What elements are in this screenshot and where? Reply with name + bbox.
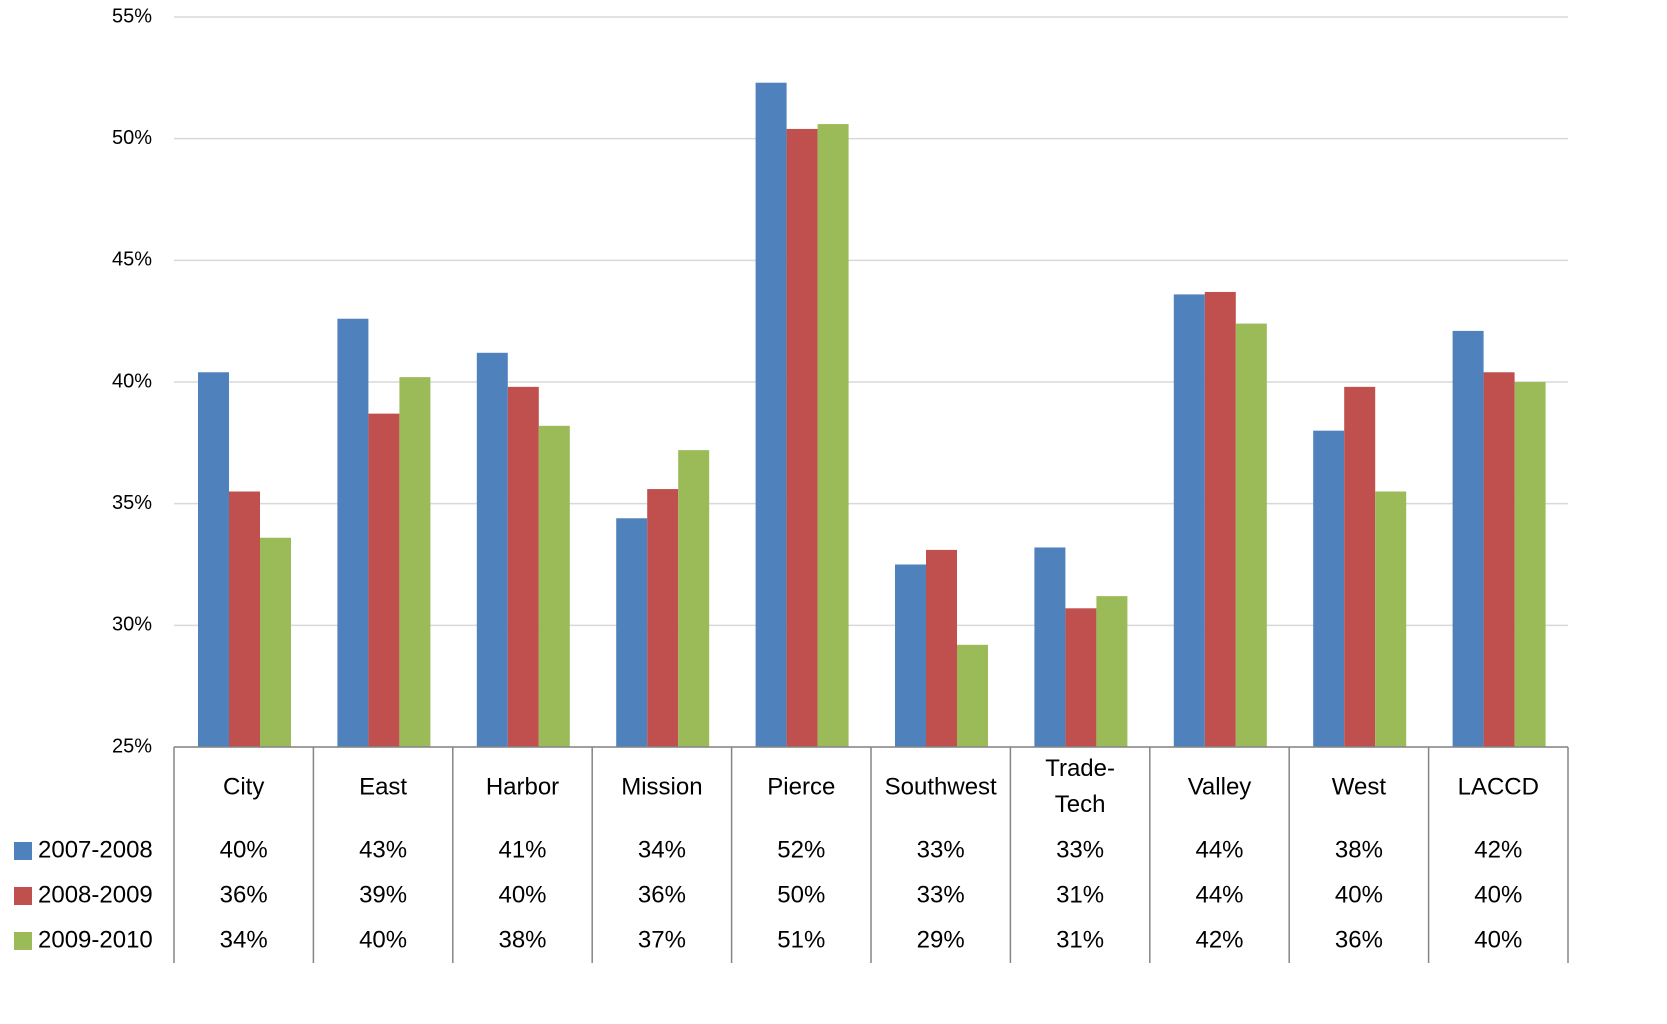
table-value: 44% — [1195, 836, 1243, 863]
table-value: 40% — [220, 836, 268, 863]
table-value: 40% — [498, 881, 546, 908]
y-tick-label: 50% — [112, 127, 152, 149]
bar — [647, 489, 679, 747]
table-value: 43% — [359, 836, 407, 863]
table-value: 36% — [1335, 926, 1383, 953]
category-label: Harbor — [486, 773, 559, 800]
bar — [926, 549, 957, 747]
bar — [538, 425, 570, 747]
table-value: 29% — [917, 926, 965, 953]
bar — [1065, 608, 1097, 747]
category-label: LACCD — [1458, 773, 1539, 800]
bar — [368, 413, 400, 747]
table-value: 39% — [359, 881, 407, 908]
category-label: Mission — [621, 773, 702, 800]
category-label: Trade-Tech — [1045, 755, 1115, 818]
table-value: 31% — [1056, 881, 1104, 908]
bar — [755, 82, 787, 747]
bar — [507, 386, 539, 747]
category-label: West — [1332, 773, 1387, 800]
table-value: 34% — [638, 836, 686, 863]
y-tick-label: 40% — [112, 370, 152, 392]
y-tick-label: 25% — [112, 735, 152, 757]
table-value: 50% — [777, 881, 825, 908]
legend-key — [14, 932, 32, 950]
bar — [957, 644, 988, 747]
legend-key — [14, 887, 32, 905]
bar — [1173, 294, 1205, 747]
table-value: 38% — [1335, 836, 1383, 863]
bar — [786, 128, 818, 747]
bar — [476, 352, 508, 747]
table-value: 33% — [917, 881, 965, 908]
table-value: 41% — [498, 836, 546, 863]
bar — [1096, 596, 1128, 747]
category-label: Valley — [1188, 773, 1252, 800]
bar — [817, 124, 849, 748]
bar — [1034, 547, 1066, 747]
table-value: 31% — [1056, 926, 1104, 953]
table-value: 37% — [638, 926, 686, 953]
table-value: 40% — [1474, 881, 1522, 908]
legend-label: 2009-2010 — [38, 926, 153, 953]
bar — [1483, 372, 1515, 747]
legend-label: 2008-2009 — [38, 881, 153, 908]
y-tick-label: 55% — [112, 5, 152, 27]
bar — [229, 491, 260, 747]
table-value: 38% — [498, 926, 546, 953]
table-value: 51% — [777, 926, 825, 953]
bar — [895, 564, 926, 747]
bar — [1204, 291, 1236, 747]
table-value: 40% — [1335, 881, 1383, 908]
category-label: East — [359, 773, 407, 800]
bar — [260, 537, 291, 747]
category-label: City — [223, 773, 264, 800]
bar — [1375, 491, 1407, 747]
bar — [198, 372, 229, 747]
table-value: 33% — [1056, 836, 1104, 863]
table-value: 33% — [917, 836, 965, 863]
table-value: 40% — [359, 926, 407, 953]
bar — [616, 518, 648, 747]
y-tick-label: 30% — [112, 614, 152, 636]
legend-label: 2007-2008 — [38, 836, 153, 863]
table-value: 42% — [1195, 926, 1243, 953]
bar — [1313, 430, 1345, 747]
category-label: Pierce — [767, 773, 835, 800]
bar — [1235, 323, 1267, 747]
bar — [1344, 386, 1376, 747]
bar — [337, 318, 369, 747]
table-value: 36% — [638, 881, 686, 908]
table-value: 42% — [1474, 836, 1522, 863]
bar — [678, 450, 710, 747]
bar — [1514, 382, 1546, 747]
category-label: Southwest — [885, 773, 997, 800]
bar — [1452, 330, 1484, 747]
table-value: 40% — [1474, 926, 1522, 953]
bar — [399, 377, 431, 747]
y-tick-label: 45% — [112, 249, 152, 271]
table-value: 44% — [1195, 881, 1243, 908]
table-value: 36% — [220, 881, 268, 908]
legend-key — [14, 842, 32, 860]
table-value: 34% — [220, 926, 268, 953]
table-value: 52% — [777, 836, 825, 863]
y-tick-label: 35% — [112, 492, 152, 514]
